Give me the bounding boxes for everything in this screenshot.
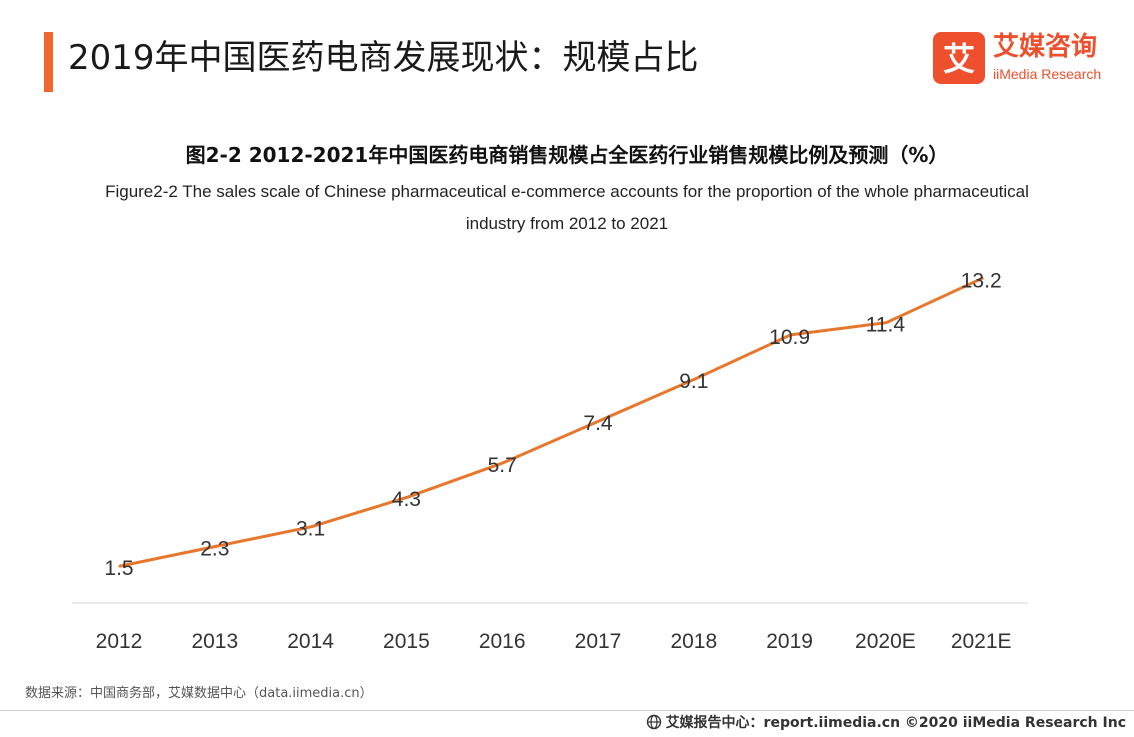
chart-title: 图2-2 2012-2021年中国医药电商销售规模占全医药行业销售规模比例及预测… — [185, 143, 949, 167]
data-label: 3.1 — [296, 518, 325, 541]
title-accent-bar — [44, 32, 53, 92]
x-tick-label: 2015 — [383, 630, 430, 653]
footer-text: 艾媒报告中心：report.iimedia.cn ©2020 iiMedia R… — [665, 715, 1126, 731]
logo-name-cn: 艾媒咨询 — [993, 32, 1098, 62]
data-label: 11.4 — [866, 314, 906, 337]
svg-text:艾: 艾 — [943, 40, 975, 78]
x-tick-label: 2012 — [96, 630, 143, 653]
data-label: 1.5 — [104, 557, 133, 580]
data-source: 数据来源：中国商务部，艾媒数据中心（data.iimedia.cn） — [25, 686, 373, 701]
footer-divider — [0, 710, 1134, 711]
data-label: 10.9 — [769, 326, 810, 349]
iimedia-logo: 艾 艾媒咨询 iiMedia Research — [933, 32, 1123, 86]
page-title: 2019年中国医药电商发展现状：规模占比 — [68, 38, 699, 78]
data-label: 7.4 — [583, 412, 613, 435]
logo-mark: 艾 — [933, 32, 985, 84]
x-tick-label: 2018 — [670, 630, 717, 653]
data-label: 13.2 — [961, 269, 1002, 292]
series-line — [118, 276, 984, 568]
x-tick-label: 2020E — [855, 630, 916, 653]
data-label: 9.1 — [679, 370, 708, 393]
x-tick-label: 2019 — [766, 630, 813, 653]
x-tick-label: 2016 — [479, 630, 526, 653]
data-label: 2.3 — [200, 537, 229, 560]
data-label: 5.7 — [488, 454, 517, 477]
footer-credit: 艾媒报告中心：report.iimedia.cn ©2020 iiMedia R… — [646, 712, 1126, 734]
logo-glyph-icon: 艾 — [943, 40, 975, 78]
x-tick-label: 2021E — [951, 630, 1012, 653]
chart-subtitle: Figure2-2 The sales scale of Chinese pha… — [105, 182, 1029, 233]
logo-name-en: iiMedia Research — [993, 66, 1102, 82]
globe-icon — [646, 714, 661, 730]
x-tick-label: 2014 — [287, 630, 334, 653]
x-tick-label: 2013 — [191, 630, 238, 653]
x-tick-label: 2017 — [575, 630, 622, 653]
data-label: 4.3 — [392, 488, 421, 511]
